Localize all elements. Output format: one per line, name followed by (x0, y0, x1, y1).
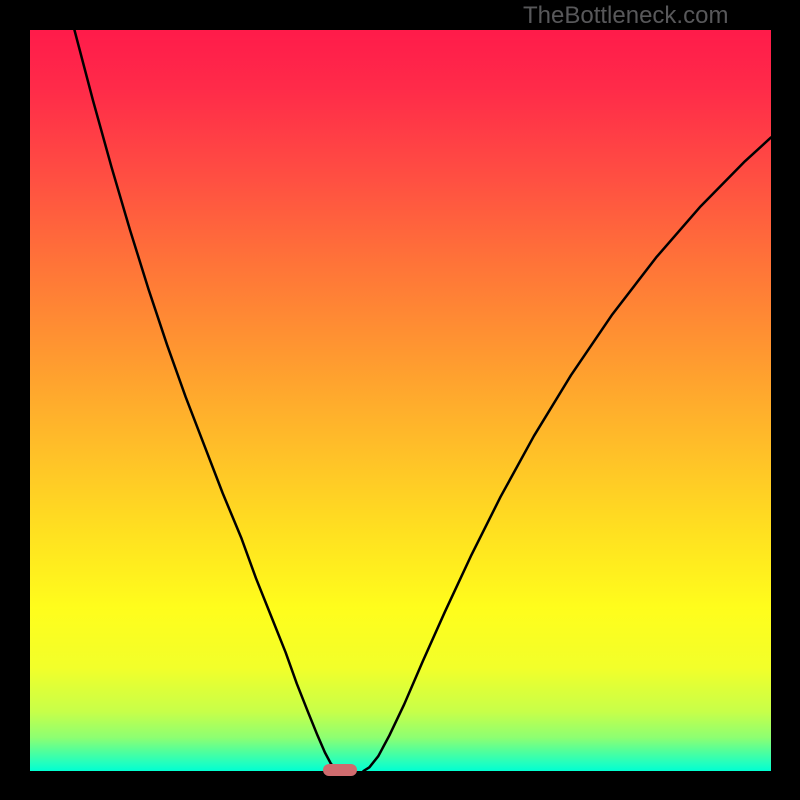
gradient-background (30, 30, 771, 771)
plot-area (30, 30, 771, 771)
chart-canvas: TheBottleneck.com (0, 0, 800, 800)
watermark-text: TheBottleneck.com (523, 2, 728, 30)
plot-svg (30, 30, 771, 771)
bottleneck-marker (323, 764, 357, 776)
